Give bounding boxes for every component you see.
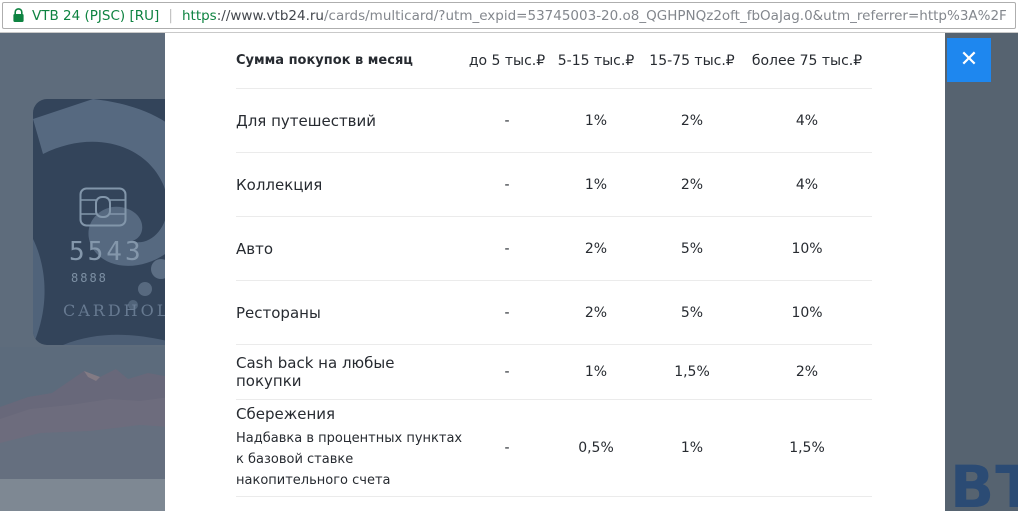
browser-address-bar[interactable]: VTB 24 (PJSC) [RU] | https://www.vtb24.r…	[2, 2, 1016, 29]
card-chip-icon	[79, 187, 127, 231]
address-bar-divider: |	[168, 7, 173, 24]
row-value: 1%	[584, 176, 608, 193]
row-value: 2%	[584, 240, 608, 257]
row-value: 0,5%	[578, 440, 614, 456]
bank-card-image: 5543 8888 CARDHOLDER	[33, 99, 170, 345]
card-number-text: 5543	[69, 237, 144, 267]
row-value: 2%	[680, 176, 704, 193]
table-row: Авто - 2% 5% 10%	[236, 217, 872, 281]
row-value: 2%	[680, 112, 704, 129]
row-label: Авто	[236, 239, 274, 258]
row-value: -	[504, 112, 510, 129]
row-label: Рестораны	[236, 303, 321, 322]
table-header-label: Сумма покупок в месяц	[236, 53, 413, 68]
row-value: -	[504, 176, 510, 193]
vtb-logo-watermark: ВТБ	[950, 453, 1018, 511]
url-scheme: https	[181, 7, 217, 24]
row-value: 4%	[795, 112, 819, 129]
row-label: Cash back на любые покупки	[236, 354, 395, 390]
secure-lock-icon[interactable]	[12, 8, 25, 23]
row-label-group: Сбережения Надбавка в процентных пунктах…	[236, 405, 464, 491]
row-value: 2%	[584, 304, 608, 321]
row-value: 5%	[680, 304, 704, 321]
row-value: 10%	[791, 304, 823, 321]
table-row: Рестораны - 2% 5% 10%	[236, 281, 872, 345]
row-value: 1%	[584, 112, 608, 129]
column-header: 15-75 тыс.₽	[649, 52, 735, 69]
row-value: -	[504, 440, 510, 456]
row-value: -	[504, 240, 510, 257]
url-path: /cards/multicard/?utm_expid=53745003-20.…	[323, 7, 1006, 24]
row-value: 4%	[795, 176, 819, 193]
mountain-photo	[0, 347, 170, 479]
row-label: Сбережения	[236, 405, 336, 423]
cashback-rates-table: Сумма покупок в месяц до 5 тыс.₽ 5-15 ты…	[236, 33, 872, 497]
table-header-row: Сумма покупок в месяц до 5 тыс.₽ 5-15 ты…	[236, 33, 872, 89]
card-holder-text: CARDHOLDER	[63, 301, 170, 320]
table-row: Для путешествий - 1% 2% 4%	[236, 89, 872, 153]
cashback-rates-modal: Сумма покупок в месяц до 5 тыс.₽ 5-15 ты…	[165, 33, 945, 511]
row-label: Коллекция	[236, 175, 323, 194]
dimmed-page-background: 5543 8888 CARDHOLDER ВТБ Сумма покупок в…	[0, 32, 1018, 511]
row-value: 1%	[584, 364, 608, 380]
row-value: 5%	[680, 240, 704, 257]
row-value: 1,5%	[674, 364, 710, 380]
column-header: до 5 тыс.₽	[468, 52, 546, 69]
url-host: ://www.vtb24.ru	[216, 7, 324, 24]
site-identity-label[interactable]: VTB 24 (PJSC) [RU]	[32, 7, 160, 24]
column-header: 5-15 тыс.₽	[557, 52, 635, 69]
close-icon: ✕	[959, 47, 979, 72]
table-row: Сбережения Надбавка в процентных пунктах…	[236, 400, 872, 497]
column-header: более 75 тыс.₽	[751, 52, 863, 69]
row-value: 1,5%	[789, 440, 825, 456]
row-value: 10%	[791, 240, 823, 257]
row-value: -	[504, 304, 510, 321]
url-field[interactable]: https://www.vtb24.ru/cards/multicard/?ut…	[182, 8, 1006, 24]
card-number-small-text: 8888	[71, 271, 108, 285]
page-right-underlay: ВТБ	[945, 33, 1018, 511]
row-label: Для путешествий	[236, 111, 377, 130]
table-row: Коллекция - 1% 2% 4%	[236, 153, 872, 217]
row-value: 1%	[680, 440, 704, 456]
modal-close-button[interactable]: ✕	[947, 38, 991, 82]
page-bottom-strip	[0, 479, 170, 511]
row-value: 2%	[795, 364, 819, 380]
row-note: Надбавка в процентных пунктах к базовой …	[236, 431, 463, 488]
page-left-underlay: 5543 8888 CARDHOLDER	[0, 33, 170, 511]
table-row: Cash back на любые покупки - 1% 1,5% 2%	[236, 345, 872, 400]
card-swirl-art	[33, 99, 170, 345]
row-value: -	[504, 364, 510, 380]
